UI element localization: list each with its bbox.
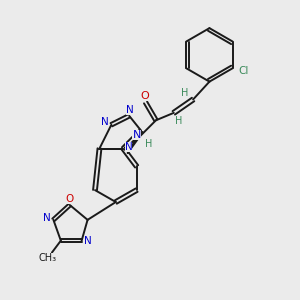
Text: CH₃: CH₃ [38, 254, 56, 263]
Text: N: N [43, 213, 51, 224]
Text: O: O [65, 194, 73, 204]
Text: N: N [126, 105, 134, 115]
Text: H: H [176, 116, 183, 126]
Text: H: H [146, 139, 153, 149]
Text: N: N [84, 236, 92, 246]
Text: N: N [132, 130, 141, 140]
Text: O: O [141, 91, 149, 101]
Text: N: N [101, 117, 109, 127]
Text: N: N [125, 142, 133, 152]
Text: H: H [181, 88, 188, 98]
Text: Cl: Cl [239, 66, 249, 76]
